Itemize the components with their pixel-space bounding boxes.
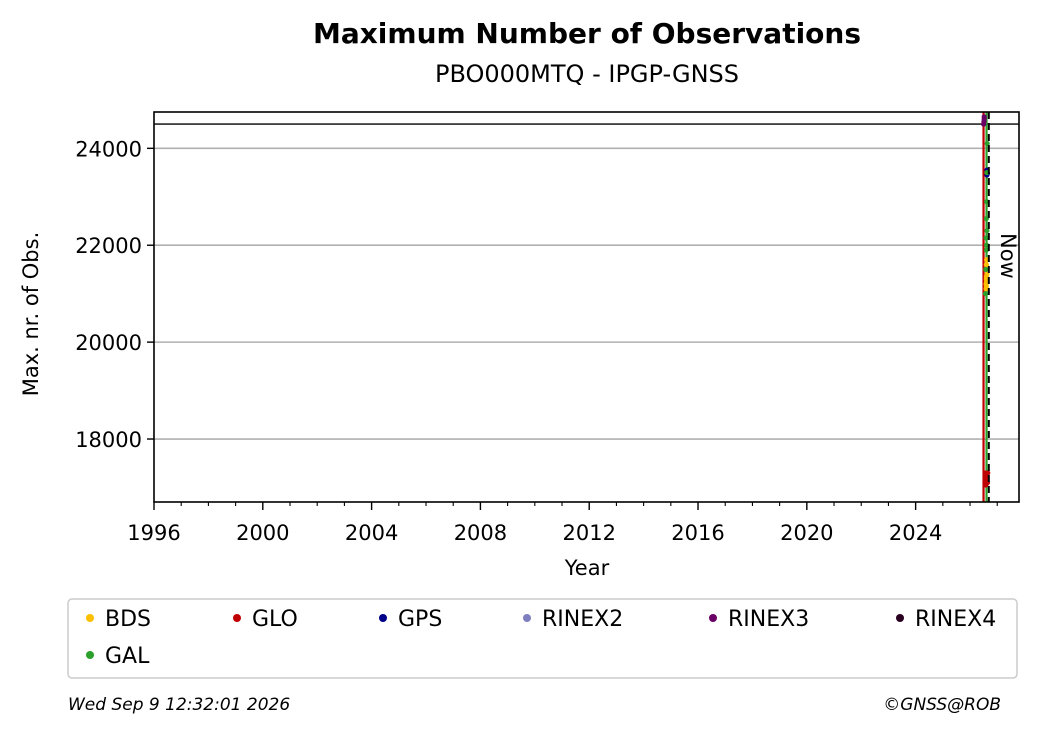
legend-label-glo: GLO (252, 607, 298, 632)
y-tick-label: 18000 (75, 428, 142, 452)
x-tick-label: 1996 (127, 521, 180, 545)
point-gal (984, 140, 990, 147)
x-tick-label: 2012 (562, 521, 615, 545)
point-glo (985, 470, 991, 476)
point-bds (983, 281, 989, 287)
legend-marker-bds (86, 614, 94, 622)
legend-marker-rinex4 (896, 614, 904, 622)
x-tick-label: 2020 (780, 521, 833, 545)
y-tick-label: 20000 (75, 331, 142, 355)
legend-label-gps: GPS (398, 607, 442, 632)
x-axis-ticks: 1996 2000 2004 2008 2012 2016 2020 2024 (127, 502, 998, 545)
x-tick-label: 2000 (236, 521, 289, 545)
y-tick-label: 24000 (75, 137, 142, 161)
legend-marker-gps (379, 614, 387, 622)
point-gal (983, 266, 989, 273)
y-axis-ticks: 18000 20000 22000 24000 (75, 137, 154, 452)
chart-title: Maximum Number of Observations (313, 17, 861, 50)
point-gal (983, 247, 989, 253)
point-bds (983, 262, 989, 268)
legend-label-bds: BDS (105, 607, 151, 632)
legend-box (67, 598, 1018, 679)
x-tick-label: 2008 (454, 521, 507, 545)
y-tick-label: 22000 (75, 234, 142, 258)
point-gal (982, 291, 989, 297)
x-tick-label: 2016 (671, 521, 724, 545)
x-tick-label: 2004 (345, 521, 398, 545)
point-gal (984, 228, 990, 234)
legend-marker-glo (233, 614, 241, 622)
legend-label-rinex3: RINEX3 (728, 607, 809, 632)
y-axis-label: Max. nr. of Obs. (19, 232, 43, 397)
legend-marker-rinex2 (523, 614, 531, 622)
point-bds (983, 274, 989, 280)
legend-marker-rinex3 (709, 614, 717, 622)
footer-timestamp: Wed Sep 9 12:32:01 2026 (68, 695, 290, 715)
legend-label-rinex2: RINEX2 (542, 607, 623, 632)
point-gal (983, 235, 989, 241)
plot-marks: Now (154, 112, 1020, 502)
legend: BDS GLO GPS RINEX2 RINEX3 RINEX4 GAL (86, 607, 996, 669)
legend-label-rinex4: RINEX4 (915, 607, 996, 632)
point-rinex3 (981, 114, 987, 120)
now-label: Now (996, 233, 1020, 279)
legend-marker-gal (86, 651, 94, 659)
point-gal (983, 215, 989, 222)
footer-credit: ©GNSS@ROB (883, 695, 1001, 715)
chart-subtitle: PBO000MTQ - IPGP-GNSS (435, 60, 739, 88)
x-tick-label: 2024 (889, 521, 942, 545)
grid-lines (154, 147, 1019, 440)
x-axis-label: Year (564, 556, 610, 580)
legend-label-gal: GAL (105, 644, 150, 669)
plot-frame (153, 111, 1020, 503)
